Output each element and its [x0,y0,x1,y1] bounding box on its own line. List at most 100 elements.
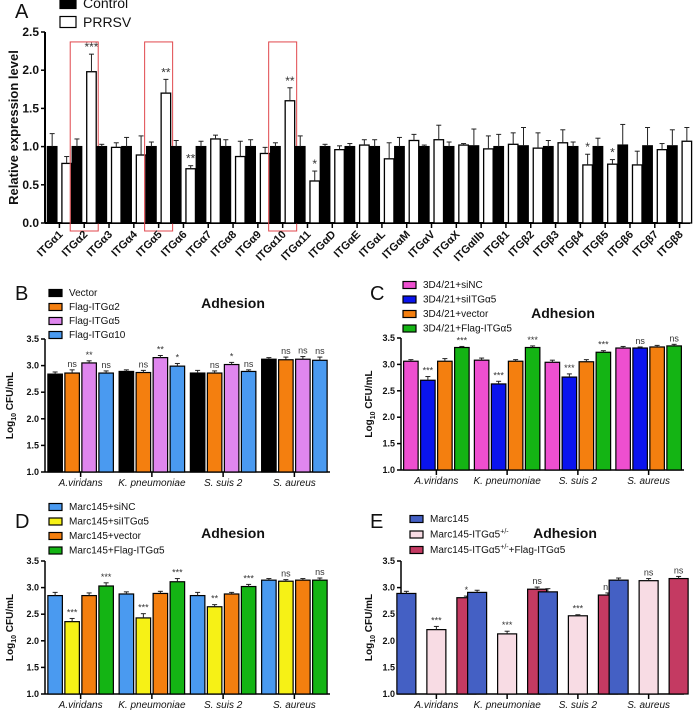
bar [319,145,331,224]
chart-title: Adhesion [533,525,597,541]
legend-label: Marc145+vector [69,531,142,542]
y-tick-label: 3.0 [26,361,39,371]
bar [223,593,240,695]
significance-label: ns [67,359,77,369]
significance-label: ns [315,567,325,577]
significance-label: ns [210,360,220,370]
bar [403,360,419,471]
y-tick-label: 1.5 [382,662,395,672]
x-tick-label: ITGβ3 [531,229,562,260]
significance-label: ns [244,359,254,369]
significance-label: ** [157,344,165,354]
significance-label: *** [423,366,434,376]
significance-label: ns [644,568,654,578]
panel-b: B Adhesion 1.0 1.5 2.0 2.5 3.0 3.5 Log10 CFU/mL V… [5,283,330,489]
significance-label: *** [431,615,442,625]
y-axis-label: Log10 CFU/mL [364,594,377,661]
y-tick-label: 1.5 [26,440,39,450]
bar [567,145,579,224]
bar [433,139,445,224]
legend-label: Flag-ITGα2 [69,302,120,313]
bar [64,621,80,695]
bar [223,363,240,473]
bar [426,629,447,695]
significance-label: * [610,146,615,160]
y-tick-label: 3.0 [26,583,39,593]
bar [420,379,436,471]
x-tick-label: ITGα4 [109,228,140,259]
bar [467,591,488,695]
y-tick-label: 3.5 [26,334,39,344]
y-tick-label: 1.0 [382,465,395,475]
bar [632,347,648,471]
y-tick-label: 2.5 [382,609,395,619]
legend-swatch [48,316,63,326]
y-tick-label: 1.0 [22,140,39,154]
chart-title: Adhesion [201,525,265,541]
legend-label: Marc145 [430,514,469,525]
significance-label: * [465,585,469,595]
bar [270,145,281,224]
x-tick-label: A.viridans [413,700,458,710]
x-tick-label: S. suis 2 [559,476,598,487]
bar [86,71,97,224]
bar [312,359,328,473]
bar [497,633,518,695]
bar [482,148,494,224]
x-tick-label: ITGα8 [209,229,240,260]
significance-label: *** [502,620,513,630]
x-tick-label: ITGαD [307,229,339,261]
bar [46,145,58,224]
legend-label: Vector [69,288,98,299]
legend-label: Marc145+siITGα5 [69,517,149,528]
legend-label-sup: +/- [500,529,509,536]
y-tick-label: 2.0 [22,63,39,77]
bar [418,145,430,224]
x-tick-label: S. suis 2 [204,478,243,489]
y-tick-label: 0.5 [22,178,39,192]
bar [121,145,132,224]
bar [666,145,678,224]
bar [152,357,169,473]
bar [295,579,311,695]
significance-label: ns [281,569,291,579]
significance-label: ns [101,360,111,370]
bar [394,145,405,224]
bar [454,346,470,471]
x-tick-label: ITGα3 [85,229,116,260]
y-axis-label-rest: CFU/mL [5,594,16,635]
bar [561,376,578,471]
legend-swatch [402,295,417,304]
legend-label-rest: +Flag-ITGα5 [509,545,566,556]
bar [245,145,257,224]
y-tick-label: 3.0 [382,583,395,593]
significance-label: *** [457,335,468,345]
legend-label-sup: +/- [500,544,509,551]
y-tick-label: 1.5 [382,439,395,449]
legend-swatch [48,517,63,526]
y-tick-label: 1.0 [26,689,39,699]
legend-swatch [402,280,417,290]
x-tick-label: K. pneumoniae [473,700,541,710]
bar [666,345,682,471]
bar [458,144,469,224]
y-tick-label: 1.5 [26,662,39,672]
bar [507,360,524,471]
panel-letter: C [370,283,384,305]
bar [135,617,152,695]
significance-label: ** [161,65,171,79]
bar [638,580,659,695]
bar [284,100,296,224]
significance-label: ns [674,565,684,575]
legend-label: 3D4/21+siITGα5 [423,295,497,306]
bar [396,592,417,695]
x-tick-label: S. suis 2 [204,700,243,710]
bar [294,145,306,224]
bar [582,164,594,224]
significance-label: ns [298,346,308,356]
bar [118,370,135,473]
x-tick-label: ITGα1 [35,229,66,260]
x-tick-label: S. aureus [273,700,316,710]
bar [567,615,588,695]
legend-label-main: Marc145-ITGα5 [430,545,501,556]
